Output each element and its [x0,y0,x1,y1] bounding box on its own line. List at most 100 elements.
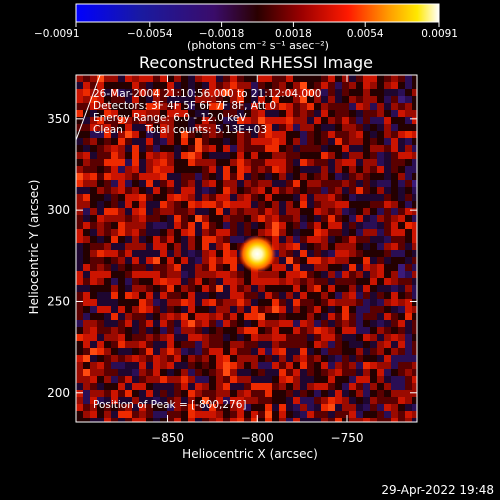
heatmap-cell [300,250,307,257]
heatmap-cell [181,145,188,152]
heatmap-cell [223,404,230,411]
heatmap-cell [265,138,272,145]
heatmap-cell [181,194,188,201]
heatmap-cell [209,411,216,418]
heatmap-cell [237,194,244,201]
heatmap-cell [363,285,370,292]
heatmap-cell [83,299,90,306]
heatmap-cell [405,348,412,355]
heatmap-cell [300,264,307,271]
heatmap-cell [167,117,174,124]
heatmap-cell [349,327,356,334]
heatmap-cell [370,257,377,264]
heatmap-cell [356,103,363,110]
heatmap-cell [384,89,391,96]
heatmap-cell [104,173,111,180]
heatmap-cell [104,404,111,411]
heatmap-cell [265,341,272,348]
heatmap-cell [111,201,118,208]
heatmap-cell [230,369,237,376]
heatmap-cell [391,110,398,117]
heatmap-cell [391,250,398,257]
heatmap-cell [300,390,307,397]
heatmap-cell [146,299,153,306]
heatmap-cell [300,152,307,159]
heatmap-cell [398,187,405,194]
heatmap-cell [104,278,111,285]
heatmap-cell [384,187,391,194]
heatmap-cell [83,82,90,89]
heatmap-cell [188,145,195,152]
heatmap-cell [244,152,251,159]
heatmap-cell [286,236,293,243]
heatmap-cell [398,110,405,117]
x-tick-label: −800 [241,431,274,445]
heatmap-cell [272,82,279,89]
heatmap-cell [202,341,209,348]
heatmap-cell [405,166,412,173]
heatmap-cell [160,201,167,208]
heatmap-cell [356,173,363,180]
heatmap-cell [349,215,356,222]
heatmap-cell [97,411,104,418]
heatmap-cell [209,243,216,250]
heatmap-cell [314,201,321,208]
heatmap-cell [356,194,363,201]
heatmap-cell [195,306,202,313]
heatmap-cell [202,75,209,82]
heatmap-cell [167,278,174,285]
heatmap-cell [412,292,417,299]
heatmap-cell [251,341,258,348]
heatmap-cell [174,89,181,96]
heatmap-cell [209,173,216,180]
heatmap-cell [167,180,174,187]
heatmap-cell [111,341,118,348]
heatmap-cell [307,243,314,250]
heatmap-cell [146,243,153,250]
heatmap-cell [223,397,230,404]
heatmap-cell [167,320,174,327]
heatmap-cell [384,145,391,152]
plot-frame [75,74,418,423]
heatmap-cell [90,117,97,124]
heatmap-cell [167,271,174,278]
heatmap-cell [349,138,356,145]
colorbar-tick-label: −0.0018 [199,28,245,40]
heatmap-cell [307,369,314,376]
heatmap-cell [286,299,293,306]
heatmap-cell [132,215,139,222]
heatmap-cell [412,159,417,166]
heatmap-cell [181,292,188,299]
heatmap-cell [111,180,118,187]
heatmap-cell [300,103,307,110]
heatmap-cell [139,180,146,187]
heatmap-cell [167,236,174,243]
heatmap-cell [244,89,251,96]
heatmap-cell [174,236,181,243]
heatmap-cell [272,320,279,327]
heatmap-cell [139,376,146,383]
heatmap-cell [377,376,384,383]
heatmap-cell [230,334,237,341]
heatmap-cell [83,131,90,138]
heatmap-cell [272,271,279,278]
heatmap-cell [153,110,160,117]
heatmap-cell [111,222,118,229]
heatmap-cell [160,320,167,327]
heatmap-cell [272,103,279,110]
heatmap-cell [307,173,314,180]
heatmap-cell [356,222,363,229]
heatmap-cell [174,285,181,292]
heatmap-cell [412,117,417,124]
heatmap-cell [202,96,209,103]
heatmap-cell [405,369,412,376]
heatmap-cell [244,285,251,292]
heatmap-cell [216,411,223,418]
heatmap-cell [244,166,251,173]
heatmap-cell [265,159,272,166]
heatmap-cell [391,152,398,159]
heatmap-cell [118,222,125,229]
heatmap-cell [279,145,286,152]
heatmap-cell [370,103,377,110]
heatmap-cell [349,362,356,369]
